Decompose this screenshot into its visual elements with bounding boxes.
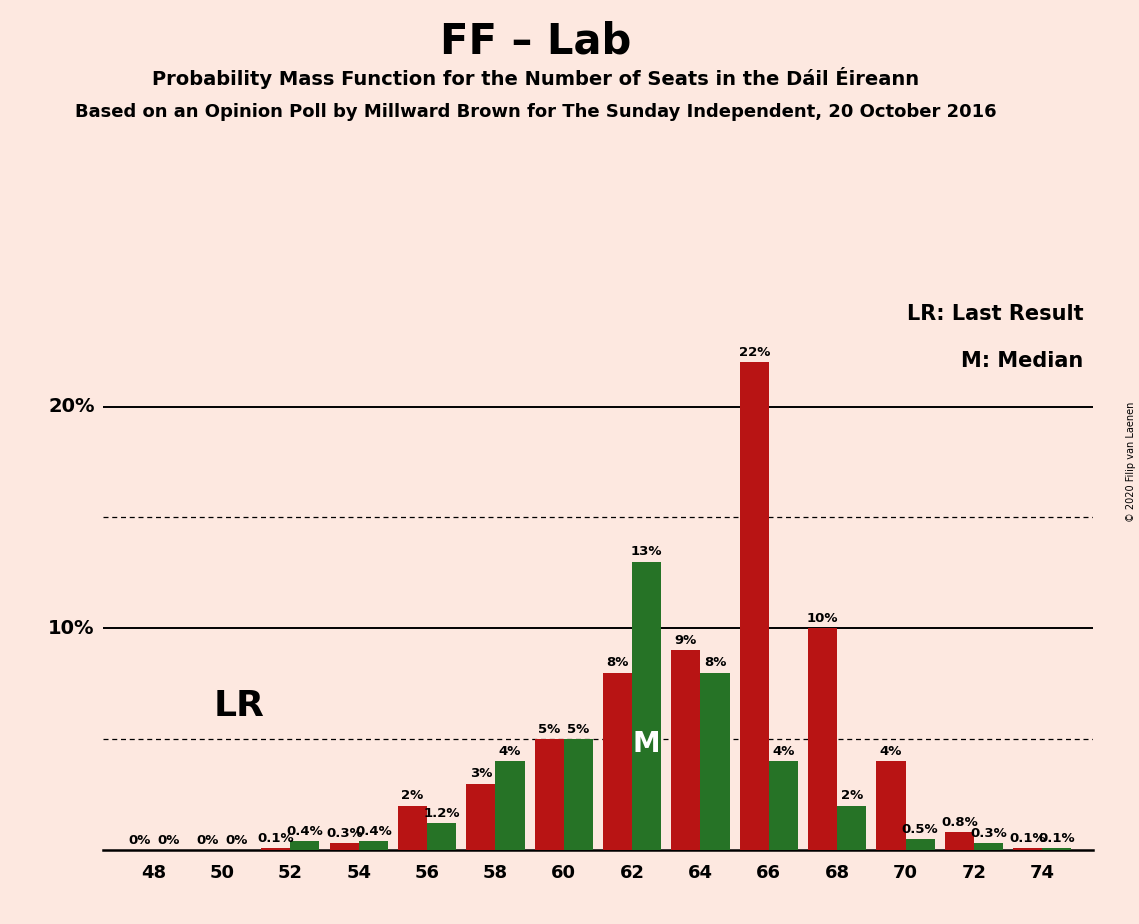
- Bar: [671, 650, 700, 850]
- Text: 9%: 9%: [674, 634, 697, 647]
- Text: FF – Lab: FF – Lab: [440, 20, 631, 62]
- Text: LR: Last Result: LR: Last Result: [907, 304, 1083, 324]
- Text: 22%: 22%: [738, 346, 770, 359]
- Text: 0%: 0%: [157, 834, 180, 847]
- Bar: [809, 628, 837, 850]
- Bar: [535, 739, 564, 850]
- Bar: [769, 761, 797, 850]
- Text: 5%: 5%: [567, 723, 590, 736]
- Text: 0%: 0%: [128, 834, 150, 847]
- Text: 0.1%: 0.1%: [1009, 832, 1046, 845]
- Bar: [261, 848, 290, 850]
- Text: M: M: [633, 730, 661, 758]
- Text: Based on an Opinion Poll by Millward Brown for The Sunday Independent, 20 Octobe: Based on an Opinion Poll by Millward Bro…: [74, 103, 997, 121]
- Bar: [495, 761, 524, 850]
- Bar: [740, 362, 769, 850]
- Text: 0%: 0%: [196, 834, 219, 847]
- Text: LR: LR: [214, 689, 264, 723]
- Text: 0.1%: 0.1%: [1039, 832, 1075, 845]
- Bar: [604, 673, 632, 850]
- Text: 4%: 4%: [499, 745, 522, 758]
- Bar: [290, 841, 319, 850]
- Text: 8%: 8%: [606, 656, 629, 669]
- Text: 4%: 4%: [879, 745, 902, 758]
- Text: Probability Mass Function for the Number of Seats in the Dáil Éireann: Probability Mass Function for the Number…: [151, 67, 919, 89]
- Bar: [837, 806, 866, 850]
- Bar: [1014, 848, 1042, 850]
- Bar: [399, 806, 427, 850]
- Text: 0.3%: 0.3%: [970, 827, 1007, 840]
- Text: 0.1%: 0.1%: [257, 832, 294, 845]
- Text: 1.2%: 1.2%: [424, 808, 460, 821]
- Bar: [564, 739, 593, 850]
- Text: 0.3%: 0.3%: [326, 827, 362, 840]
- Text: M: Median: M: Median: [961, 351, 1083, 371]
- Text: 2%: 2%: [401, 789, 424, 802]
- Bar: [700, 673, 729, 850]
- Bar: [467, 784, 495, 850]
- Bar: [1042, 848, 1071, 850]
- Text: 3%: 3%: [469, 767, 492, 780]
- Text: 0.4%: 0.4%: [287, 825, 323, 838]
- Text: 2%: 2%: [841, 789, 863, 802]
- Text: 8%: 8%: [704, 656, 727, 669]
- Bar: [974, 844, 1002, 850]
- Text: 0.4%: 0.4%: [355, 825, 392, 838]
- Text: 0.5%: 0.5%: [902, 822, 939, 835]
- Text: 0%: 0%: [226, 834, 248, 847]
- Bar: [427, 823, 456, 850]
- Bar: [906, 839, 934, 850]
- Bar: [330, 844, 359, 850]
- Text: 10%: 10%: [48, 619, 95, 638]
- Bar: [945, 833, 974, 850]
- Text: 0.8%: 0.8%: [941, 816, 977, 829]
- Text: 5%: 5%: [538, 723, 560, 736]
- Bar: [632, 562, 661, 850]
- Bar: [877, 761, 906, 850]
- Bar: [359, 841, 387, 850]
- Text: © 2020 Filip van Laenen: © 2020 Filip van Laenen: [1126, 402, 1136, 522]
- Text: 4%: 4%: [772, 745, 795, 758]
- Text: 10%: 10%: [806, 612, 838, 625]
- Text: 20%: 20%: [48, 397, 95, 416]
- Text: 13%: 13%: [631, 545, 663, 558]
